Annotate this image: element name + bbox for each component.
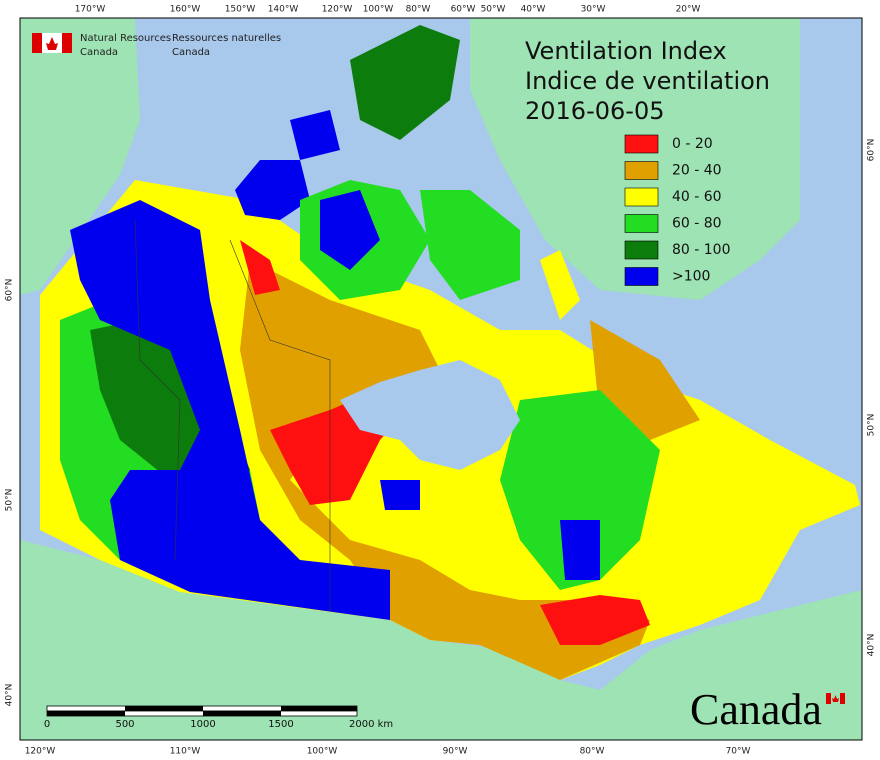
agency-en: Canada: [80, 47, 118, 58]
legend-label: >100: [672, 269, 710, 285]
latitude-label: 60°N: [867, 139, 877, 162]
legend-label: 20 - 40: [672, 163, 722, 179]
legend-swatch: [624, 214, 659, 233]
longitude-label: 60°W: [451, 5, 476, 15]
title-line: Ventilation Index: [525, 37, 727, 65]
latitude-label: 50°N: [867, 414, 877, 437]
agency-fr: Ressources naturelles: [172, 33, 281, 44]
longitude-label: 100°W: [307, 747, 338, 757]
longitude-label: 80°W: [580, 747, 605, 757]
longitude-label: 30°W: [581, 5, 606, 15]
title-line: Indice de ventilation: [525, 67, 770, 95]
legend-label: 60 - 80: [672, 216, 722, 232]
wordmark-flag: [826, 693, 845, 704]
legend-label: 0 - 20: [672, 136, 713, 152]
agency-en: Natural Resources: [80, 33, 171, 44]
longitude-label: 70°W: [726, 747, 751, 757]
longitude-label: 170°W: [75, 5, 106, 15]
scale-label: 0: [44, 719, 50, 730]
longitude-label: 160°W: [170, 5, 201, 15]
longitude-label: 20°W: [676, 5, 701, 15]
legend-swatch: [624, 161, 659, 180]
latitude-label: 50°N: [5, 489, 15, 512]
legend-label: 80 - 100: [672, 242, 731, 258]
longitude-label: 50°W: [481, 5, 506, 15]
longitude-label: 90°W: [443, 747, 468, 757]
longitude-label: 110°W: [170, 747, 201, 757]
longitude-label: 120°W: [322, 5, 353, 15]
longitude-label: 80°W: [406, 5, 431, 15]
legend-label: 40 - 60: [672, 189, 722, 205]
legend-swatch: [624, 134, 659, 154]
legend-swatch: [624, 267, 659, 286]
legend-swatch: [624, 240, 659, 260]
longitude-label: 120°W: [25, 747, 56, 757]
scale-label: 2000 km: [349, 719, 393, 730]
scale-label: 1500: [268, 719, 293, 730]
scale-bar: [46, 705, 358, 717]
latitude-label: 60°N: [5, 279, 15, 302]
scale-label: 500: [115, 719, 134, 730]
wordmark: Canada: [690, 685, 822, 734]
latitude-label: 40°N: [5, 684, 15, 707]
scale-label: 1000: [190, 719, 215, 730]
longitude-label: 140°W: [268, 5, 299, 15]
title-line: 2016-06-05: [525, 97, 664, 125]
latitude-label: 40°N: [867, 634, 877, 657]
legend-swatch: [624, 187, 659, 207]
map-frame: [20, 18, 862, 740]
flag: [32, 33, 72, 53]
frame-border: [19, 17, 863, 741]
longitude-label: 100°W: [363, 5, 394, 15]
agency-fr: Canada: [172, 47, 210, 58]
longitude-label: 40°W: [521, 5, 546, 15]
longitude-label: 150°W: [225, 5, 256, 15]
